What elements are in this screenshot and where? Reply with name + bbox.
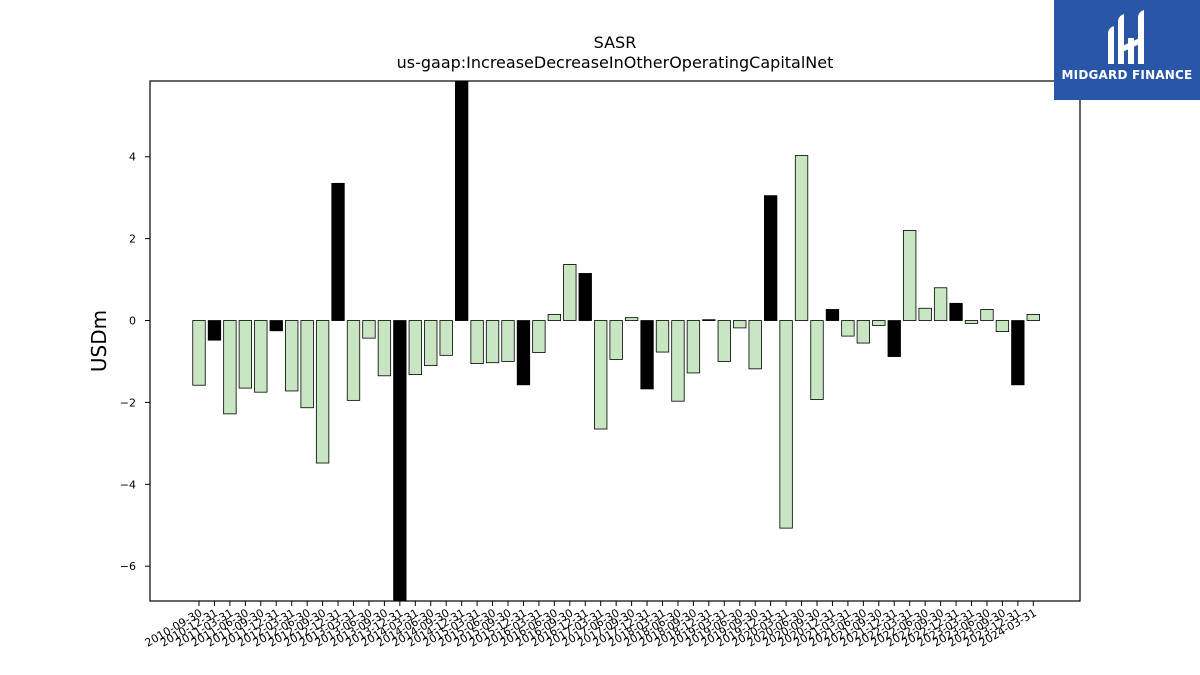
bar-2017-12-31 [640,320,654,390]
bar-2015-03-31 [470,320,484,364]
bar-2022-03-31 [903,230,917,321]
bar-2016-09-30 [563,264,577,321]
y-tick-label: 2 [129,233,136,246]
bar-2021-12-31 [887,320,901,357]
bar-2013-12-31 [393,320,407,602]
y-tick-label: 0 [129,315,136,328]
bar-2023-06-30 [980,309,994,321]
bars-group [192,80,1040,602]
bar-2017-03-31 [594,320,608,430]
x-axis: 2010-09-302010-12-312011-03-312011-06-30… [143,601,1039,650]
bar-2017-06-30 [609,320,623,360]
bar-2018-12-31 [702,319,716,321]
bar-2016-03-31 [532,320,546,353]
bar-2022-12-31 [949,302,963,321]
bar-2020-03-31 [779,320,793,529]
bar-2014-09-30 [439,320,453,356]
bar-2014-06-30 [424,320,438,366]
bar-2021-03-31 [841,320,855,337]
bar-2012-09-30 [315,320,330,464]
bar-2016-06-30 [547,313,561,321]
y-tick-label: −4 [120,478,136,491]
bar-2014-03-31 [408,320,422,375]
y-axis-label: USDm [87,310,111,372]
bar-2012-06-30 [300,320,314,409]
bar-2019-06-30 [733,320,747,329]
bar-2024-03-31 [1026,313,1040,321]
bar-2011-03-31 [223,320,237,415]
bar-2012-03-31 [285,320,299,392]
bar-2018-06-30 [671,320,685,402]
y-tick-label: 4 [129,151,136,164]
bar-2022-09-30 [933,287,948,321]
bar-2015-06-30 [485,320,500,364]
bar-2012-12-31 [331,182,345,321]
bar-2021-06-30 [856,320,870,344]
chart-subtitle: us-gaap:IncreaseDecreaseInOtherOperating… [397,53,834,72]
y-axis: −6 −4 −2 0 2 4 [120,151,150,573]
bar-2015-12-31 [516,320,531,386]
bar-2011-12-31 [269,320,283,332]
bar-2019-12-31 [764,195,778,321]
chart-title: SASR [594,33,637,52]
bar-2021-09-30 [872,320,886,326]
bar-2019-03-31 [717,320,731,362]
bar-2011-06-30 [238,320,253,389]
bar-2023-03-31 [964,320,979,324]
bar-2013-09-30 [377,320,392,377]
bar-2015-09-30 [501,320,515,362]
y-tick-label: −2 [120,396,136,409]
y-tick-label: −6 [120,560,136,573]
bar-2023-12-31 [1011,320,1025,386]
bar-2016-12-31 [578,273,592,321]
bar-2017-09-30 [624,317,639,321]
bar-2020-12-31 [825,309,840,321]
midgard-logo-icon [1108,10,1144,64]
bar-2013-03-31 [346,320,361,401]
bar-2020-06-30 [794,155,809,321]
brand-name: MIDGARD FINANCE [1061,68,1193,82]
bar-2014-12-31 [454,80,469,321]
bar-2020-09-30 [810,320,824,400]
plot-frame [149,80,1081,602]
bar-2018-03-31 [655,320,670,353]
bar-2023-09-30 [995,320,1010,332]
bar-2022-06-30 [918,307,932,321]
bar-2013-06-30 [362,320,376,339]
bar-2018-09-30 [686,320,701,374]
brand-logo: MIDGARD FINANCE [1054,0,1200,100]
bar-2019-09-30 [748,320,762,370]
bar-2010-12-31 [207,320,222,341]
bar-2010-09-30 [192,320,206,386]
bar-2011-09-30 [254,320,268,393]
